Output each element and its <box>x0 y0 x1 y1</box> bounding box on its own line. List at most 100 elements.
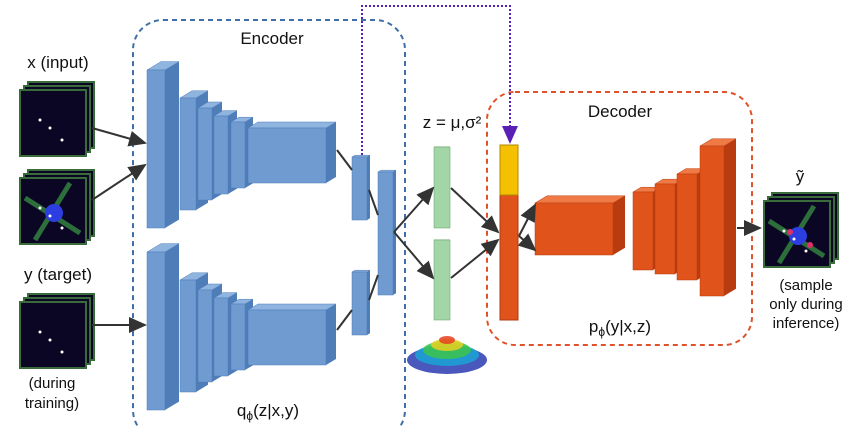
block-front <box>247 309 327 366</box>
arrow <box>336 149 353 171</box>
block-top <box>351 269 371 273</box>
arrow <box>517 233 537 252</box>
dot <box>807 242 813 248</box>
block-top <box>247 121 337 129</box>
arrows <box>91 127 762 333</box>
block-front <box>213 115 229 195</box>
decoder-box <box>486 91 753 346</box>
block-front <box>377 171 394 296</box>
arrow <box>91 163 147 201</box>
y-note: training) <box>25 395 79 412</box>
block-side <box>724 138 736 296</box>
block-front <box>632 191 654 271</box>
formula-part: q <box>237 401 246 420</box>
gaussian-ring <box>439 336 455 344</box>
dot <box>38 206 42 210</box>
block-side <box>367 155 370 220</box>
dot <box>782 229 786 233</box>
arrow <box>393 186 435 233</box>
block-front <box>146 251 166 411</box>
labels: Encoder Decoder x (input) y (target) (du… <box>24 29 843 423</box>
arrow <box>91 127 147 147</box>
arrow <box>368 189 379 216</box>
blob <box>45 204 63 222</box>
dot <box>38 118 42 122</box>
gaussian-ring <box>431 339 463 351</box>
block-front <box>247 127 327 184</box>
arrow <box>393 231 435 280</box>
formula-part: (y|x,z) <box>605 317 651 336</box>
arrow <box>518 203 536 237</box>
dot <box>60 350 64 354</box>
image-stack <box>19 293 95 369</box>
dot <box>60 226 64 230</box>
output-label: ỹ <box>796 167 805 186</box>
latent-label: z = μ,σ² <box>423 113 482 132</box>
arrow <box>368 274 379 301</box>
block-front <box>197 107 213 201</box>
image-stack <box>19 81 95 157</box>
formula-part: (z|x,y) <box>253 401 299 420</box>
decoder-bar-top <box>499 144 519 196</box>
decoder-title: Decoder <box>588 102 653 121</box>
block-front <box>433 239 451 321</box>
blob <box>789 227 807 245</box>
dot <box>787 229 793 235</box>
dot <box>48 126 52 130</box>
encoder-title: Encoder <box>240 29 304 48</box>
skip-connection <box>361 5 518 155</box>
block-top <box>351 154 371 158</box>
arrow <box>450 238 500 279</box>
encoder-formula: qϕ(z|x,y) <box>237 401 299 423</box>
image-frame <box>19 89 87 157</box>
block-top <box>247 303 337 311</box>
block-front <box>351 156 368 221</box>
block-side <box>165 61 179 228</box>
block-front <box>433 146 451 229</box>
network <box>19 61 839 411</box>
block-side <box>613 195 625 255</box>
formula-part: ϕ <box>598 325 605 339</box>
block-front <box>351 271 368 336</box>
decoder-formula: pϕ(y|x,z) <box>589 317 651 339</box>
arrow <box>450 187 500 234</box>
image-stack <box>19 169 95 245</box>
block-side <box>367 270 370 335</box>
gaussian <box>407 336 487 374</box>
block-top <box>377 169 397 173</box>
block-side <box>326 122 336 183</box>
dot <box>60 138 64 142</box>
dot <box>48 214 52 218</box>
block-top <box>534 195 626 204</box>
image-stack <box>763 192 839 268</box>
decoder-bar <box>499 194 519 321</box>
dot <box>804 249 808 253</box>
block-side <box>326 304 336 365</box>
formula-part: ϕ <box>246 409 253 423</box>
x-label: x (input) <box>27 53 88 72</box>
block-front <box>230 121 246 189</box>
block-front <box>654 183 676 275</box>
dot <box>48 338 52 342</box>
dot <box>792 237 796 241</box>
formula-part: p <box>589 317 598 336</box>
frames <box>132 5 753 427</box>
image-frame <box>19 301 87 369</box>
block-side <box>165 243 179 410</box>
block-front <box>699 145 725 297</box>
y-note: (during <box>29 375 76 392</box>
block-front <box>179 97 197 211</box>
block-front <box>146 69 166 229</box>
block-front <box>534 202 614 256</box>
output-note: (sample <box>779 277 832 294</box>
block-front <box>197 289 213 383</box>
output-note: only during <box>769 296 842 313</box>
dot <box>38 330 42 334</box>
arrow <box>336 309 353 331</box>
block-front <box>676 173 698 281</box>
output-note: inference) <box>773 315 840 332</box>
block-front <box>230 303 246 371</box>
y-label: y (target) <box>24 265 92 284</box>
block-front <box>179 279 197 393</box>
